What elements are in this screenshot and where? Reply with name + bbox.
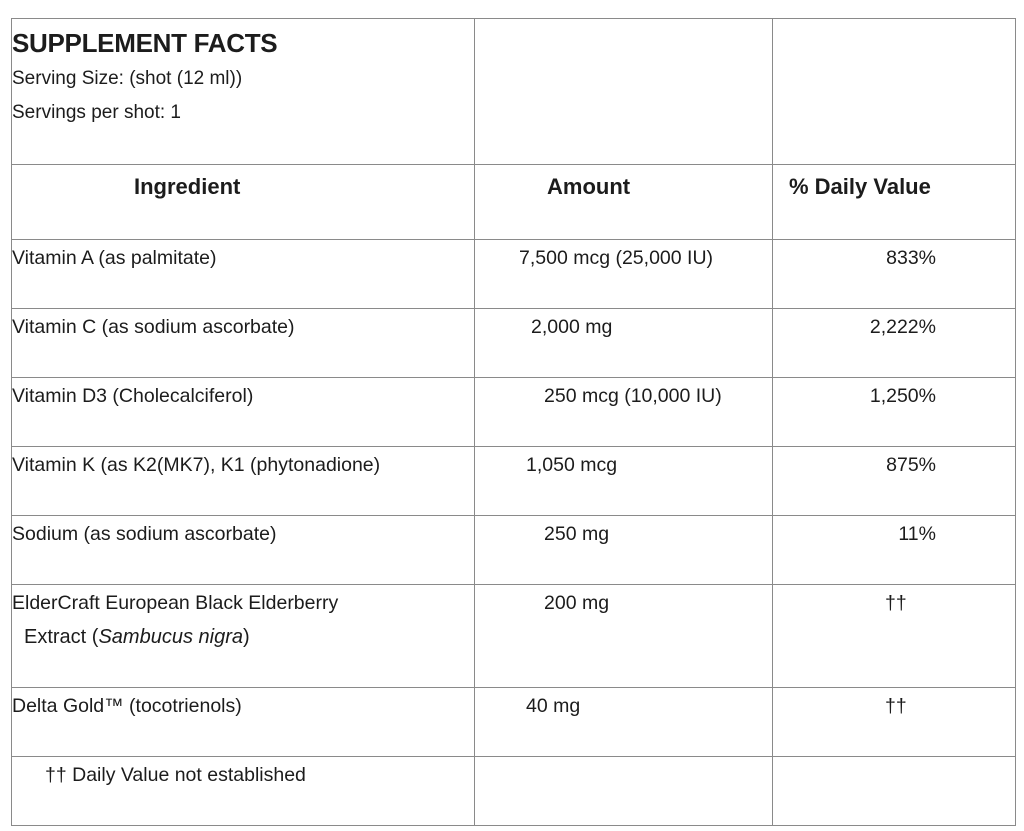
daily-value: 2,222% [869,316,936,338]
botanical-name: Sambucus nigra [98,626,243,648]
amount-value: 250 mcg (10,000 IU) [544,385,722,407]
amount-value: 200 mg [544,592,610,614]
ingredient-name: Vitamin D3 (Cholecalciferol) [12,385,254,407]
facts-header-cell: SUPPLEMENT FACTS Serving Size: (shot (12… [11,18,475,165]
amount-cell: 40 mg [474,687,773,757]
ingredient-name-line2: Extract (Sambucus nigra) [12,625,474,649]
footnote: †† Daily Value not established [45,764,306,786]
empty-cell [474,756,773,826]
ingredient-name: Vitamin K (as K2(MK7), K1 (phytonadione) [12,454,381,476]
amount-value: 2,000 mg [531,316,613,338]
daily-value-cell: 833% [772,239,1016,309]
column-header-amount: Amount [474,164,773,240]
ingredient-name-line2-suffix: ) [242,626,250,648]
ingredient-name-line2-prefix: Extract ( [24,626,99,648]
ingredient-cell: Sodium (as sodium ascorbate) [11,515,475,585]
table-row: Sodium (as sodium ascorbate) 250 mg 11% [11,515,1016,585]
amount-cell: 2,000 mg [474,308,773,378]
empty-cell [474,18,773,165]
panel-title: SUPPLEMENT FACTS [12,28,278,58]
amount-cell: 200 mg [474,584,773,688]
column-header-daily-value-label: % Daily Value [789,174,931,199]
column-header-ingredient: Ingredient [11,164,475,240]
ingredient-name: Delta Gold™ (tocotrienols) [12,695,242,717]
column-header-ingredient-label: Ingredient [134,174,241,199]
ingredient-cell: Vitamin A (as palmitate) [11,239,475,309]
daily-value: †† [885,592,907,614]
amount-cell: 7,500 mcg (25,000 IU) [474,239,773,309]
column-header-row: Ingredient Amount % Daily Value [11,164,1016,240]
amount-cell: 250 mg [474,515,773,585]
footnote-row: †† Daily Value not established [11,756,1016,826]
ingredient-cell: Vitamin C (as sodium ascorbate) [11,308,475,378]
daily-value: 833% [886,247,936,269]
supplement-facts-table: SUPPLEMENT FACTS Serving Size: (shot (12… [11,18,1016,826]
daily-value-cell: 2,222% [772,308,1016,378]
table-row: Vitamin C (as sodium ascorbate) 2,000 mg… [11,308,1016,378]
table-row: ElderCraft European Black Elderberry Ext… [11,584,1016,688]
table-row: Vitamin A (as palmitate) 7,500 mcg (25,0… [11,239,1016,309]
ingredient-cell: Vitamin D3 (Cholecalciferol) [11,377,475,447]
daily-value: †† [885,695,907,717]
ingredient-cell: ElderCraft European Black Elderberry Ext… [11,584,475,688]
daily-value-cell: 11% [772,515,1016,585]
facts-header-row: SUPPLEMENT FACTS Serving Size: (shot (12… [11,18,1016,165]
ingredient-cell: Delta Gold™ (tocotrienols) [11,687,475,757]
amount-value: 40 mg [526,695,581,717]
serving-size: Serving Size: (shot (12 ml)) [12,68,243,89]
daily-value: 11% [898,523,936,545]
servings-per: Servings per shot: 1 [12,102,181,123]
daily-value-cell: 875% [772,446,1016,516]
daily-value-cell: †† [772,687,1016,757]
amount-value: 250 mg [544,523,610,545]
amount-cell: 1,050 mcg [474,446,773,516]
amount-value: 1,050 mcg [526,454,618,476]
ingredient-name: Sodium (as sodium ascorbate) [12,523,277,545]
empty-cell [772,756,1016,826]
daily-value-cell: †† [772,584,1016,688]
column-header-daily-value: % Daily Value [772,164,1016,240]
table-row: Vitamin D3 (Cholecalciferol) 250 mcg (10… [11,377,1016,447]
footnote-cell: †† Daily Value not established [11,756,475,826]
ingredient-name: Vitamin C (as sodium ascorbate) [12,316,295,338]
table-row: Delta Gold™ (tocotrienols) 40 mg †† [11,687,1016,757]
table-row: Vitamin K (as K2(MK7), K1 (phytonadione)… [11,446,1016,516]
empty-cell [772,18,1016,165]
amount-cell: 250 mcg (10,000 IU) [474,377,773,447]
ingredient-cell: Vitamin K (as K2(MK7), K1 (phytonadione) [11,446,475,516]
ingredient-name: Vitamin A (as palmitate) [12,247,217,269]
amount-value: 7,500 mcg (25,000 IU) [519,247,714,269]
daily-value: 1,250% [869,385,936,407]
ingredient-name: ElderCraft European Black Elderberry [12,592,339,614]
daily-value: 875% [886,454,936,476]
daily-value-cell: 1,250% [772,377,1016,447]
column-header-amount-label: Amount [547,174,631,199]
